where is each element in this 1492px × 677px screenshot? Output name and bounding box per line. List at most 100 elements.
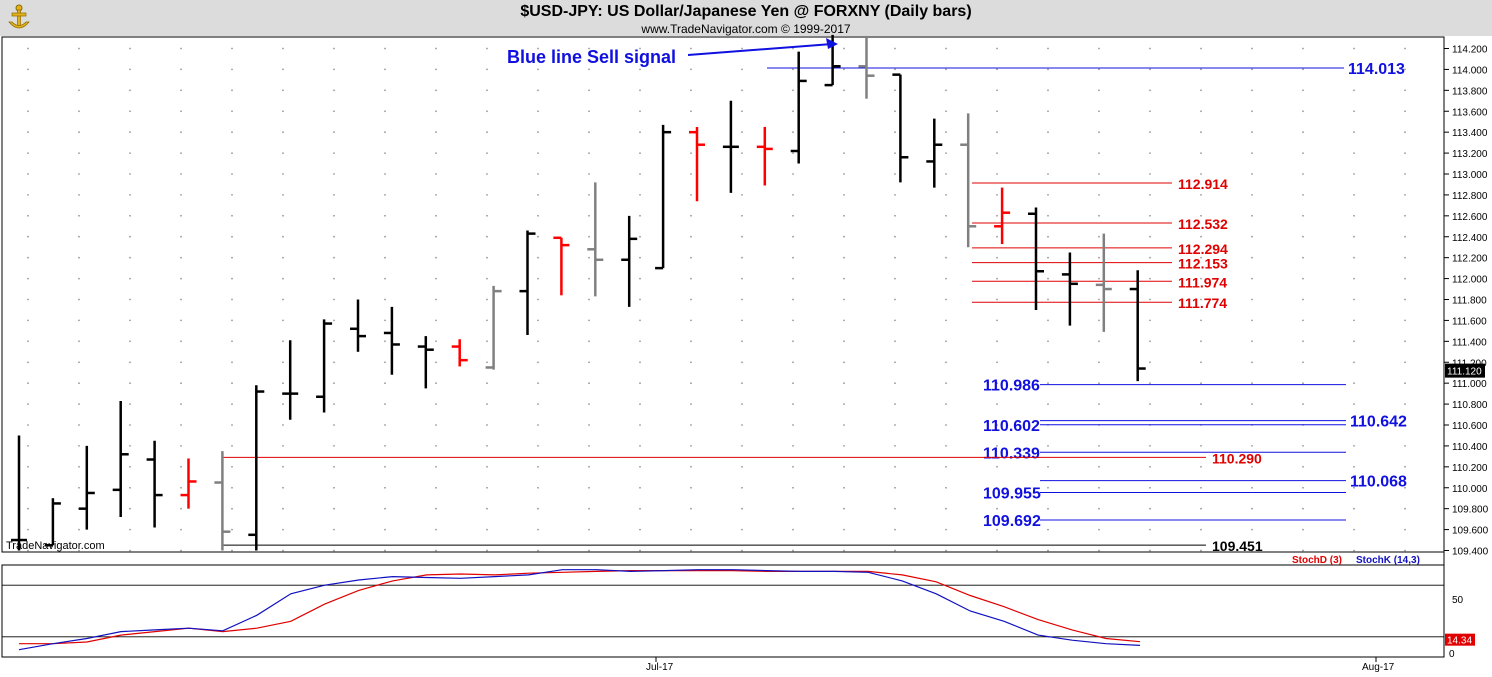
grid-dot bbox=[78, 403, 80, 405]
grid-dot bbox=[1302, 528, 1304, 531]
grid-dot bbox=[129, 465, 131, 468]
grid-dot bbox=[129, 382, 131, 385]
grid-dot bbox=[894, 214, 896, 217]
grid-dot bbox=[1200, 445, 1202, 447]
grid-dot bbox=[231, 131, 233, 134]
grid-dot bbox=[435, 361, 437, 364]
grid-dot bbox=[537, 486, 539, 489]
grid-dot bbox=[945, 319, 947, 322]
grid-dot bbox=[894, 361, 896, 364]
grid-dot bbox=[333, 235, 335, 238]
grid-dot bbox=[1149, 214, 1151, 217]
grid-dot bbox=[537, 194, 539, 196]
grid-dot bbox=[1251, 214, 1253, 217]
y-tick-label: 113.200 bbox=[1452, 149, 1488, 160]
grid-dot bbox=[1098, 465, 1100, 468]
grid-dot bbox=[78, 194, 80, 196]
grid-dot bbox=[231, 110, 233, 113]
grid-dot bbox=[1149, 361, 1151, 364]
stoch-d-legend: StochD (3) bbox=[1292, 555, 1342, 566]
grid-dot bbox=[486, 152, 488, 155]
grid-dot bbox=[741, 68, 743, 71]
grid-dot bbox=[282, 89, 284, 92]
grid-dot bbox=[78, 277, 80, 280]
grid-dot bbox=[1200, 549, 1202, 552]
grid-dot bbox=[384, 235, 386, 238]
grid-dot bbox=[27, 277, 29, 280]
grid-dot bbox=[384, 89, 386, 92]
grid-dot bbox=[1200, 382, 1202, 385]
grid-dot bbox=[486, 549, 488, 552]
grid-dot bbox=[1251, 549, 1253, 552]
grid-dot bbox=[1302, 382, 1304, 385]
grid-dot bbox=[486, 507, 488, 510]
grid-dot bbox=[1047, 110, 1049, 113]
grid-dot bbox=[1149, 319, 1151, 322]
grid-dot bbox=[1302, 403, 1304, 405]
grid-dot bbox=[741, 298, 743, 301]
grid-dot bbox=[894, 152, 896, 155]
grid-dot bbox=[180, 110, 182, 113]
grid-dot bbox=[435, 340, 437, 343]
grid-dot bbox=[129, 214, 131, 217]
grid-dot bbox=[1149, 131, 1151, 134]
grid-dot bbox=[1353, 298, 1355, 301]
grid-dot bbox=[1047, 486, 1049, 489]
grid-dot bbox=[78, 319, 80, 322]
grid-dot bbox=[1404, 110, 1406, 113]
grid-dot bbox=[435, 549, 437, 552]
grid-dot bbox=[78, 340, 80, 343]
level-label-111.774: 111.774 bbox=[1178, 295, 1227, 311]
grid-dot bbox=[843, 340, 845, 343]
grid-dot bbox=[1098, 445, 1100, 447]
grid-dot bbox=[894, 549, 896, 552]
grid-dot bbox=[1404, 298, 1406, 301]
grid-dot bbox=[792, 235, 794, 238]
grid-dot bbox=[894, 382, 896, 385]
grid-dot bbox=[27, 465, 29, 468]
grid-dot bbox=[129, 319, 131, 322]
grid-dot bbox=[231, 235, 233, 238]
grid-dot bbox=[27, 549, 29, 552]
level-label-112.153: 112.153 bbox=[1178, 256, 1228, 272]
grid-dot bbox=[486, 319, 488, 322]
grid-dot bbox=[231, 173, 233, 175]
grid-dot bbox=[333, 486, 335, 489]
grid-dot bbox=[996, 256, 998, 259]
grid-dot bbox=[129, 173, 131, 175]
grid-dot bbox=[894, 256, 896, 259]
grid-dot bbox=[333, 382, 335, 385]
grid-dot bbox=[588, 194, 590, 196]
grid-dot bbox=[1404, 68, 1406, 71]
grid-dot bbox=[129, 89, 131, 92]
grid-dot bbox=[843, 528, 845, 531]
grid-dot bbox=[180, 277, 182, 280]
grid-dot bbox=[282, 110, 284, 113]
grid-dot bbox=[1149, 152, 1151, 155]
grid-dot bbox=[1098, 89, 1100, 92]
grid-dot bbox=[690, 277, 692, 280]
grid-dot bbox=[792, 361, 794, 364]
grid-dot bbox=[1302, 361, 1304, 364]
stochastic-panel-frame bbox=[1, 564, 1445, 658]
grid-dot bbox=[384, 340, 386, 343]
grid-dot bbox=[945, 465, 947, 468]
grid-dot bbox=[486, 486, 488, 489]
grid-dot bbox=[180, 465, 182, 468]
grid-dot bbox=[639, 528, 641, 531]
grid-dot bbox=[690, 465, 692, 468]
grid-dot bbox=[996, 89, 998, 92]
grid-dot bbox=[1404, 382, 1406, 385]
grid-dot bbox=[690, 403, 692, 405]
grid-dot bbox=[639, 89, 641, 92]
grid-dot bbox=[282, 424, 284, 426]
grid-dot bbox=[945, 445, 947, 447]
grid-dot bbox=[639, 47, 641, 50]
grid-dot bbox=[537, 89, 539, 92]
grid-dot bbox=[435, 173, 437, 175]
grid-dot bbox=[843, 194, 845, 196]
grid-dot bbox=[741, 89, 743, 92]
grid-dot bbox=[537, 424, 539, 426]
grid-dot bbox=[1149, 340, 1151, 343]
grid-dot bbox=[180, 194, 182, 196]
